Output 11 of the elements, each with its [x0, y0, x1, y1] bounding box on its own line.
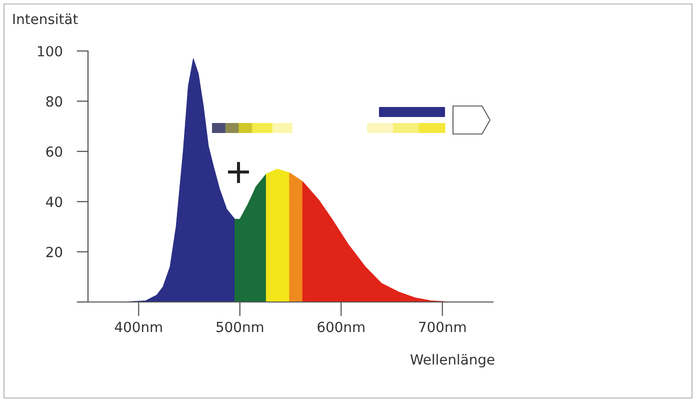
y-tick-label: 80 [46, 96, 62, 107]
x-tick-label: 500nm [216, 322, 264, 332]
x-tick-label: 600nm [318, 322, 364, 332]
y-tick-label: 40 [46, 196, 62, 208]
x-axis-title: Wellenlänge [410, 354, 494, 368]
y-tick-label: 60 [46, 146, 62, 157]
x-tick-label: 400nm [114, 322, 162, 332]
x-tick-label: 700nm [419, 322, 466, 332]
y-tick-label: 100 [38, 46, 62, 56]
y-axis-title: Intensität [13, 13, 78, 24]
y-tick-label: 20 [46, 246, 62, 258]
